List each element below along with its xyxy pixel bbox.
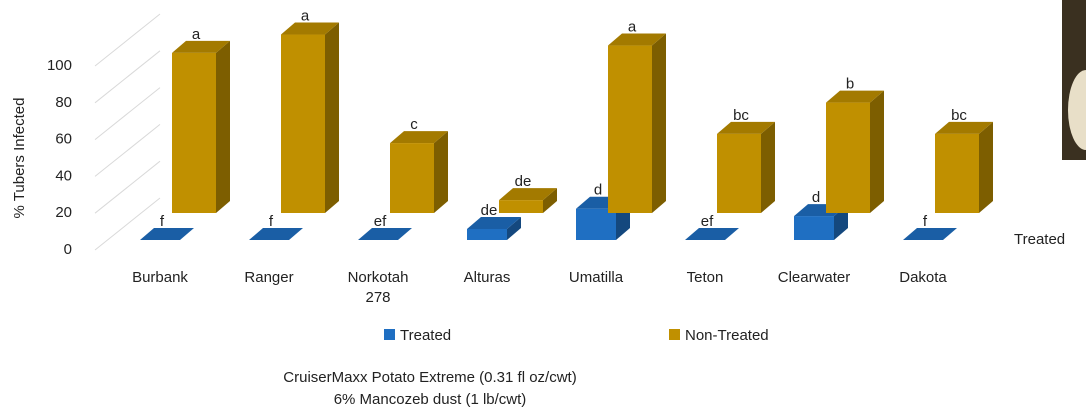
bar-top (172, 40, 230, 53)
x-tick-label: Norkotah 278 (347, 269, 409, 306)
y-tick-label: 60 (55, 131, 72, 148)
y-tick-label: 100 (47, 57, 72, 74)
x-tick-label: Alturas (463, 269, 511, 286)
bar-side (870, 90, 884, 213)
bar-top (826, 90, 884, 103)
bar (826, 102, 870, 213)
grid-line (94, 87, 161, 140)
significance-letter: f (923, 213, 928, 230)
grid-line (94, 124, 161, 177)
significance-letter: de (515, 173, 532, 190)
significance-letter: a (192, 26, 201, 43)
grid-line (94, 13, 161, 67)
y-tick-label: 0 (64, 241, 72, 258)
bar-side (325, 22, 339, 213)
x-tick-label: Clearwater (777, 269, 851, 286)
grid-line (94, 50, 161, 104)
grid-line (94, 160, 161, 214)
significance-letter: a (301, 7, 310, 24)
y-tick-label: 40 (55, 167, 72, 184)
bar-side (652, 33, 666, 214)
significance-letter: bc (951, 107, 967, 124)
x-tick-label: Burbank (132, 269, 188, 286)
legend-swatch (669, 329, 680, 340)
bar-side (507, 216, 521, 240)
bar-side (543, 188, 557, 213)
bar (172, 52, 216, 213)
significance-letter: ef (701, 213, 714, 230)
bar-top (935, 121, 993, 134)
significance-letter: f (160, 213, 165, 230)
bar-top (499, 188, 557, 201)
footnote: CruiserMaxx Potato Extreme (0.31 fl oz/c… (283, 369, 576, 386)
y-axis-label: % Tubers Infected (11, 98, 28, 219)
bar-top (903, 228, 957, 240)
bar-top (717, 121, 775, 134)
bar-top (390, 131, 448, 144)
x-tick-label: Teton (686, 269, 724, 286)
significance-letter: bc (733, 107, 749, 124)
bar (717, 133, 761, 213)
legend-label: Treated (400, 327, 451, 344)
bar (935, 133, 979, 213)
bar (576, 208, 616, 240)
bar (608, 45, 652, 214)
bar (390, 143, 434, 213)
bar-top (608, 33, 666, 46)
bar-top (140, 228, 194, 240)
y-tick-label: 20 (55, 204, 72, 221)
significance-letter: b (846, 76, 854, 93)
grid-line (94, 197, 161, 251)
significance-letter: d (594, 182, 602, 199)
significance-letter: ef (374, 213, 387, 230)
bar (281, 34, 325, 213)
x-tick-label: Ranger (244, 269, 294, 286)
bar-side (216, 40, 230, 213)
bar (467, 228, 507, 240)
bar-side (761, 121, 775, 213)
bar-side (834, 204, 848, 240)
legend-swatch (384, 329, 395, 340)
bar-top (467, 216, 521, 229)
bar (794, 216, 834, 240)
bar-top (249, 228, 303, 240)
bar (499, 200, 543, 213)
significance-letter: c (410, 116, 418, 133)
bar-top (358, 228, 412, 240)
depth-axis-label: Treated (1014, 231, 1065, 248)
bar-top (281, 22, 339, 35)
bar-side (979, 121, 993, 213)
x-tick-label: Dakota (899, 269, 947, 286)
significance-letter: f (269, 213, 274, 230)
y-tick-label: 80 (55, 94, 72, 111)
bar-side (434, 131, 448, 213)
photo-fragment (1068, 70, 1086, 150)
x-tick-label: Umatilla (568, 269, 624, 286)
bar-top (685, 228, 739, 240)
significance-letter: a (628, 19, 637, 36)
significance-letter: d (812, 189, 820, 206)
footnote: 6% Mancozeb dust (1 lb/cwt) (334, 391, 527, 408)
legend-label: Non-Treated (685, 327, 769, 344)
significance-letter: de (481, 202, 498, 219)
